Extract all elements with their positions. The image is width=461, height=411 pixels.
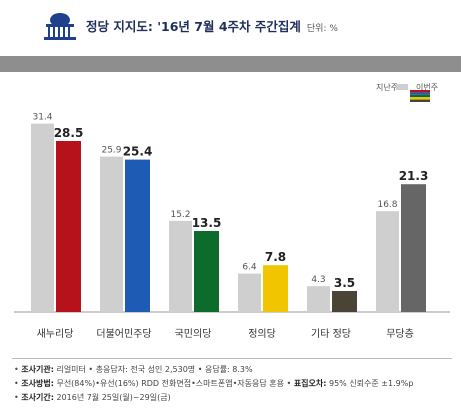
unit-label: 단위: % — [306, 24, 338, 34]
category-label-2: 국민의당 — [175, 328, 212, 340]
header: 정당 지지도: '16년 7월 4주차 주간집계 단위: % — [0, 0, 461, 52]
legend-curr-swatch — [410, 99, 430, 102]
legend-curr-swatch — [410, 97, 430, 100]
category-label-1: 더불어민주당 — [96, 328, 151, 340]
footnote-line-2: • 조사방법: 무선(84%)•유선(16%) RDD 전화면접•스마트폰앱•자… — [14, 379, 414, 388]
value-label-prev-4: 4.3 — [311, 275, 325, 285]
value-label-prev-5: 16.8 — [377, 200, 397, 210]
national-assembly-icon — [44, 13, 76, 40]
bar-prev-3 — [238, 273, 261, 312]
bar-curr-4 — [332, 291, 357, 312]
legend-curr-label: 이번주 — [416, 83, 439, 92]
footer — [0, 360, 461, 411]
legend-curr-swatch — [410, 92, 430, 95]
bar-prev-2 — [169, 220, 192, 312]
value-label-curr-3: 7.8 — [265, 250, 286, 264]
legend-curr-swatch — [410, 94, 430, 98]
value-label-curr-1: 25.4 — [123, 145, 153, 159]
value-label-prev-3: 6.4 — [242, 263, 257, 273]
bar-prev-1 — [100, 156, 123, 312]
bar-curr-5 — [401, 184, 426, 312]
chart-area: 지난주 이번주 31.4 28.5 새누리당 25.9 25.4 더불어민주당 15.2 13… — [0, 72, 461, 358]
bar-curr-0 — [56, 141, 81, 312]
bar-prev-4 — [307, 286, 330, 312]
value-label-prev-2: 15.2 — [170, 210, 190, 220]
footnote-line-3: • 조사기간: 2016년 7월 25일(월)~29일(금) — [14, 393, 171, 402]
bar-curr-3 — [263, 265, 288, 312]
category-label-4: 기타 정당 — [311, 328, 351, 340]
category-label-5: 무당층 — [386, 328, 414, 340]
header-divider — [0, 56, 461, 72]
legend-prev-swatch — [396, 84, 408, 90]
value-label-prev-0: 31.4 — [32, 113, 52, 123]
value-label-curr-2: 13.5 — [192, 216, 222, 230]
bar-chart: 31.428.5 새누리당 25.9 25.4 더불어민주당 15.213.5 국민의당 6.… — [14, 84, 450, 340]
value-label-prev-1: 25.9 — [101, 146, 121, 156]
value-label-curr-5: 21.3 — [399, 169, 429, 183]
legend-curr-swatch — [410, 90, 430, 93]
value-label-curr-0: 28.5 — [54, 126, 84, 140]
footer-divider — [12, 358, 452, 359]
bar-curr-1 — [125, 159, 150, 312]
legend-prev-label: 지난주 — [376, 83, 399, 92]
footnote-line-1: • 조사기관: 리얼미터 • 총응답자: 전국 성인 2,530명 • 응답률:… — [14, 365, 253, 374]
value-label-curr-4: 3.5 — [334, 276, 355, 290]
bar-prev-0 — [31, 123, 54, 312]
category-label-0: 새누리당 — [37, 328, 74, 340]
bar-curr-2 — [194, 231, 219, 312]
chart-title: 정당 지지도: '16년 7월 4주차 주간집계 — [86, 19, 301, 34]
bar-prev-5 — [376, 211, 399, 312]
category-label-3: 정의당 — [248, 328, 276, 340]
